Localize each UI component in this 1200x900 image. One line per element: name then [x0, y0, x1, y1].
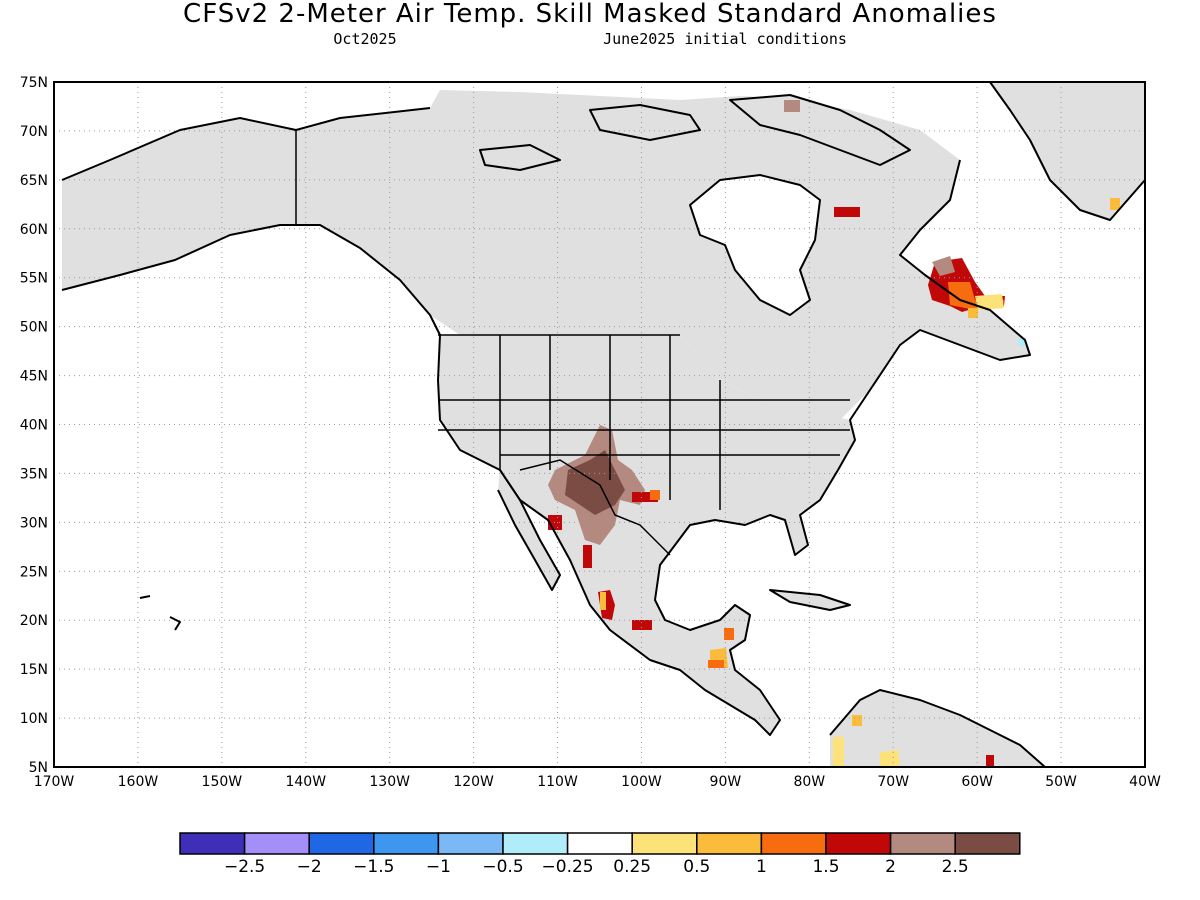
colorbar-swatch [954, 832, 1021, 855]
colorbar-label: 2.5 [942, 857, 969, 877]
colorbar-swatch [566, 832, 633, 855]
lon-tick-label: 120W [453, 774, 494, 790]
colorbar-label: 2 [885, 857, 896, 877]
lon-tick-label: 70W [877, 774, 909, 790]
lon-tick-label: 150W [202, 774, 243, 790]
lat-tick-label: 75N [20, 75, 48, 91]
lat-tick-label: 65N [20, 173, 48, 189]
colorbar-label: −0.25 [542, 857, 594, 877]
anomaly-patches [548, 100, 1120, 767]
lon-tick-label: 140W [285, 774, 326, 790]
initial-conditions: June2025 initial conditions [603, 30, 847, 48]
colorbar-label: −0.5 [482, 857, 523, 877]
colorbar-label: 1.5 [812, 857, 839, 877]
lon-tick-label: 170W [34, 774, 75, 790]
colorbar-swatch [308, 832, 375, 855]
coastlines [61, 82, 1145, 767]
lon-tick-label: 50W [1045, 774, 1077, 790]
chart-title: CFSv2 2-Meter Air Temp. Skill Masked Sta… [183, 0, 997, 29]
latitude-axis: 5N 10N 15N 20N 25N 30N 35N 40N 45N 50N 55N 60N 65N 70… [20, 75, 48, 776]
colorbar-labels: −2.5 −2 −1.5 −1 −0.5 −0.25 0.25 0.5 1 1.5 2 2.5 [224, 857, 969, 877]
lat-tick-label: 35N [20, 466, 48, 482]
lat-tick-label: 20N [20, 613, 48, 629]
colorbar-swatch [825, 832, 892, 855]
lat-tick-label: 45N [20, 369, 48, 385]
lat-tick-label: 30N [20, 515, 48, 531]
hudson-bay [690, 175, 820, 315]
colorbar-label: −2.5 [224, 857, 265, 877]
land-mask [62, 82, 1145, 767]
colorbar-label: 0.25 [613, 857, 651, 877]
lat-tick-label: 60N [20, 222, 48, 238]
lon-tick-label: 60W [961, 774, 993, 790]
lon-tick-label: 100W [621, 774, 662, 790]
lat-tick-label: 5N [29, 760, 48, 776]
longitude-axis: 170W 160W 150W 140W 130W 120W 110W 100W 90W 80W 70… [34, 774, 1161, 790]
lat-tick-label: 70N [20, 124, 48, 140]
lat-tick-label: 10N [20, 711, 48, 727]
map-plot-area [54, 82, 1145, 767]
lat-tick-label: 50N [20, 320, 48, 336]
colorbar-swatch [179, 832, 246, 855]
lon-tick-label: 80W [793, 774, 825, 790]
lat-tick-label: 15N [20, 662, 48, 678]
lon-tick-label: 90W [710, 774, 742, 790]
colorbar-swatch [889, 832, 956, 855]
colorbar-swatch [631, 832, 698, 855]
colorbar-label: −1.5 [353, 857, 394, 877]
colorbar-label: 1 [756, 857, 767, 877]
colorbar-swatch [437, 832, 504, 855]
colorbar-label: −2 [297, 857, 322, 877]
lat-tick-label: 40N [20, 418, 48, 434]
valid-month: Oct2025 [333, 30, 396, 48]
lat-tick-label: 55N [20, 271, 48, 287]
colorbar-swatch [760, 832, 827, 855]
colorbar-swatch [502, 832, 569, 855]
lon-tick-label: 130W [369, 774, 410, 790]
lon-tick-label: 40W [1129, 774, 1161, 790]
lon-tick-label: 110W [537, 774, 578, 790]
colorbar [179, 832, 1021, 855]
political-borders [295, 130, 850, 556]
colorbar-label: −1 [426, 857, 451, 877]
lat-tick-label: 25N [20, 564, 48, 580]
colorbar-label: 0.5 [683, 857, 710, 877]
colorbar-swatch [373, 832, 440, 855]
colorbar-swatch [243, 832, 310, 855]
colorbar-swatch [696, 832, 763, 855]
map-frame [53, 81, 1146, 768]
lon-tick-label: 160W [118, 774, 159, 790]
